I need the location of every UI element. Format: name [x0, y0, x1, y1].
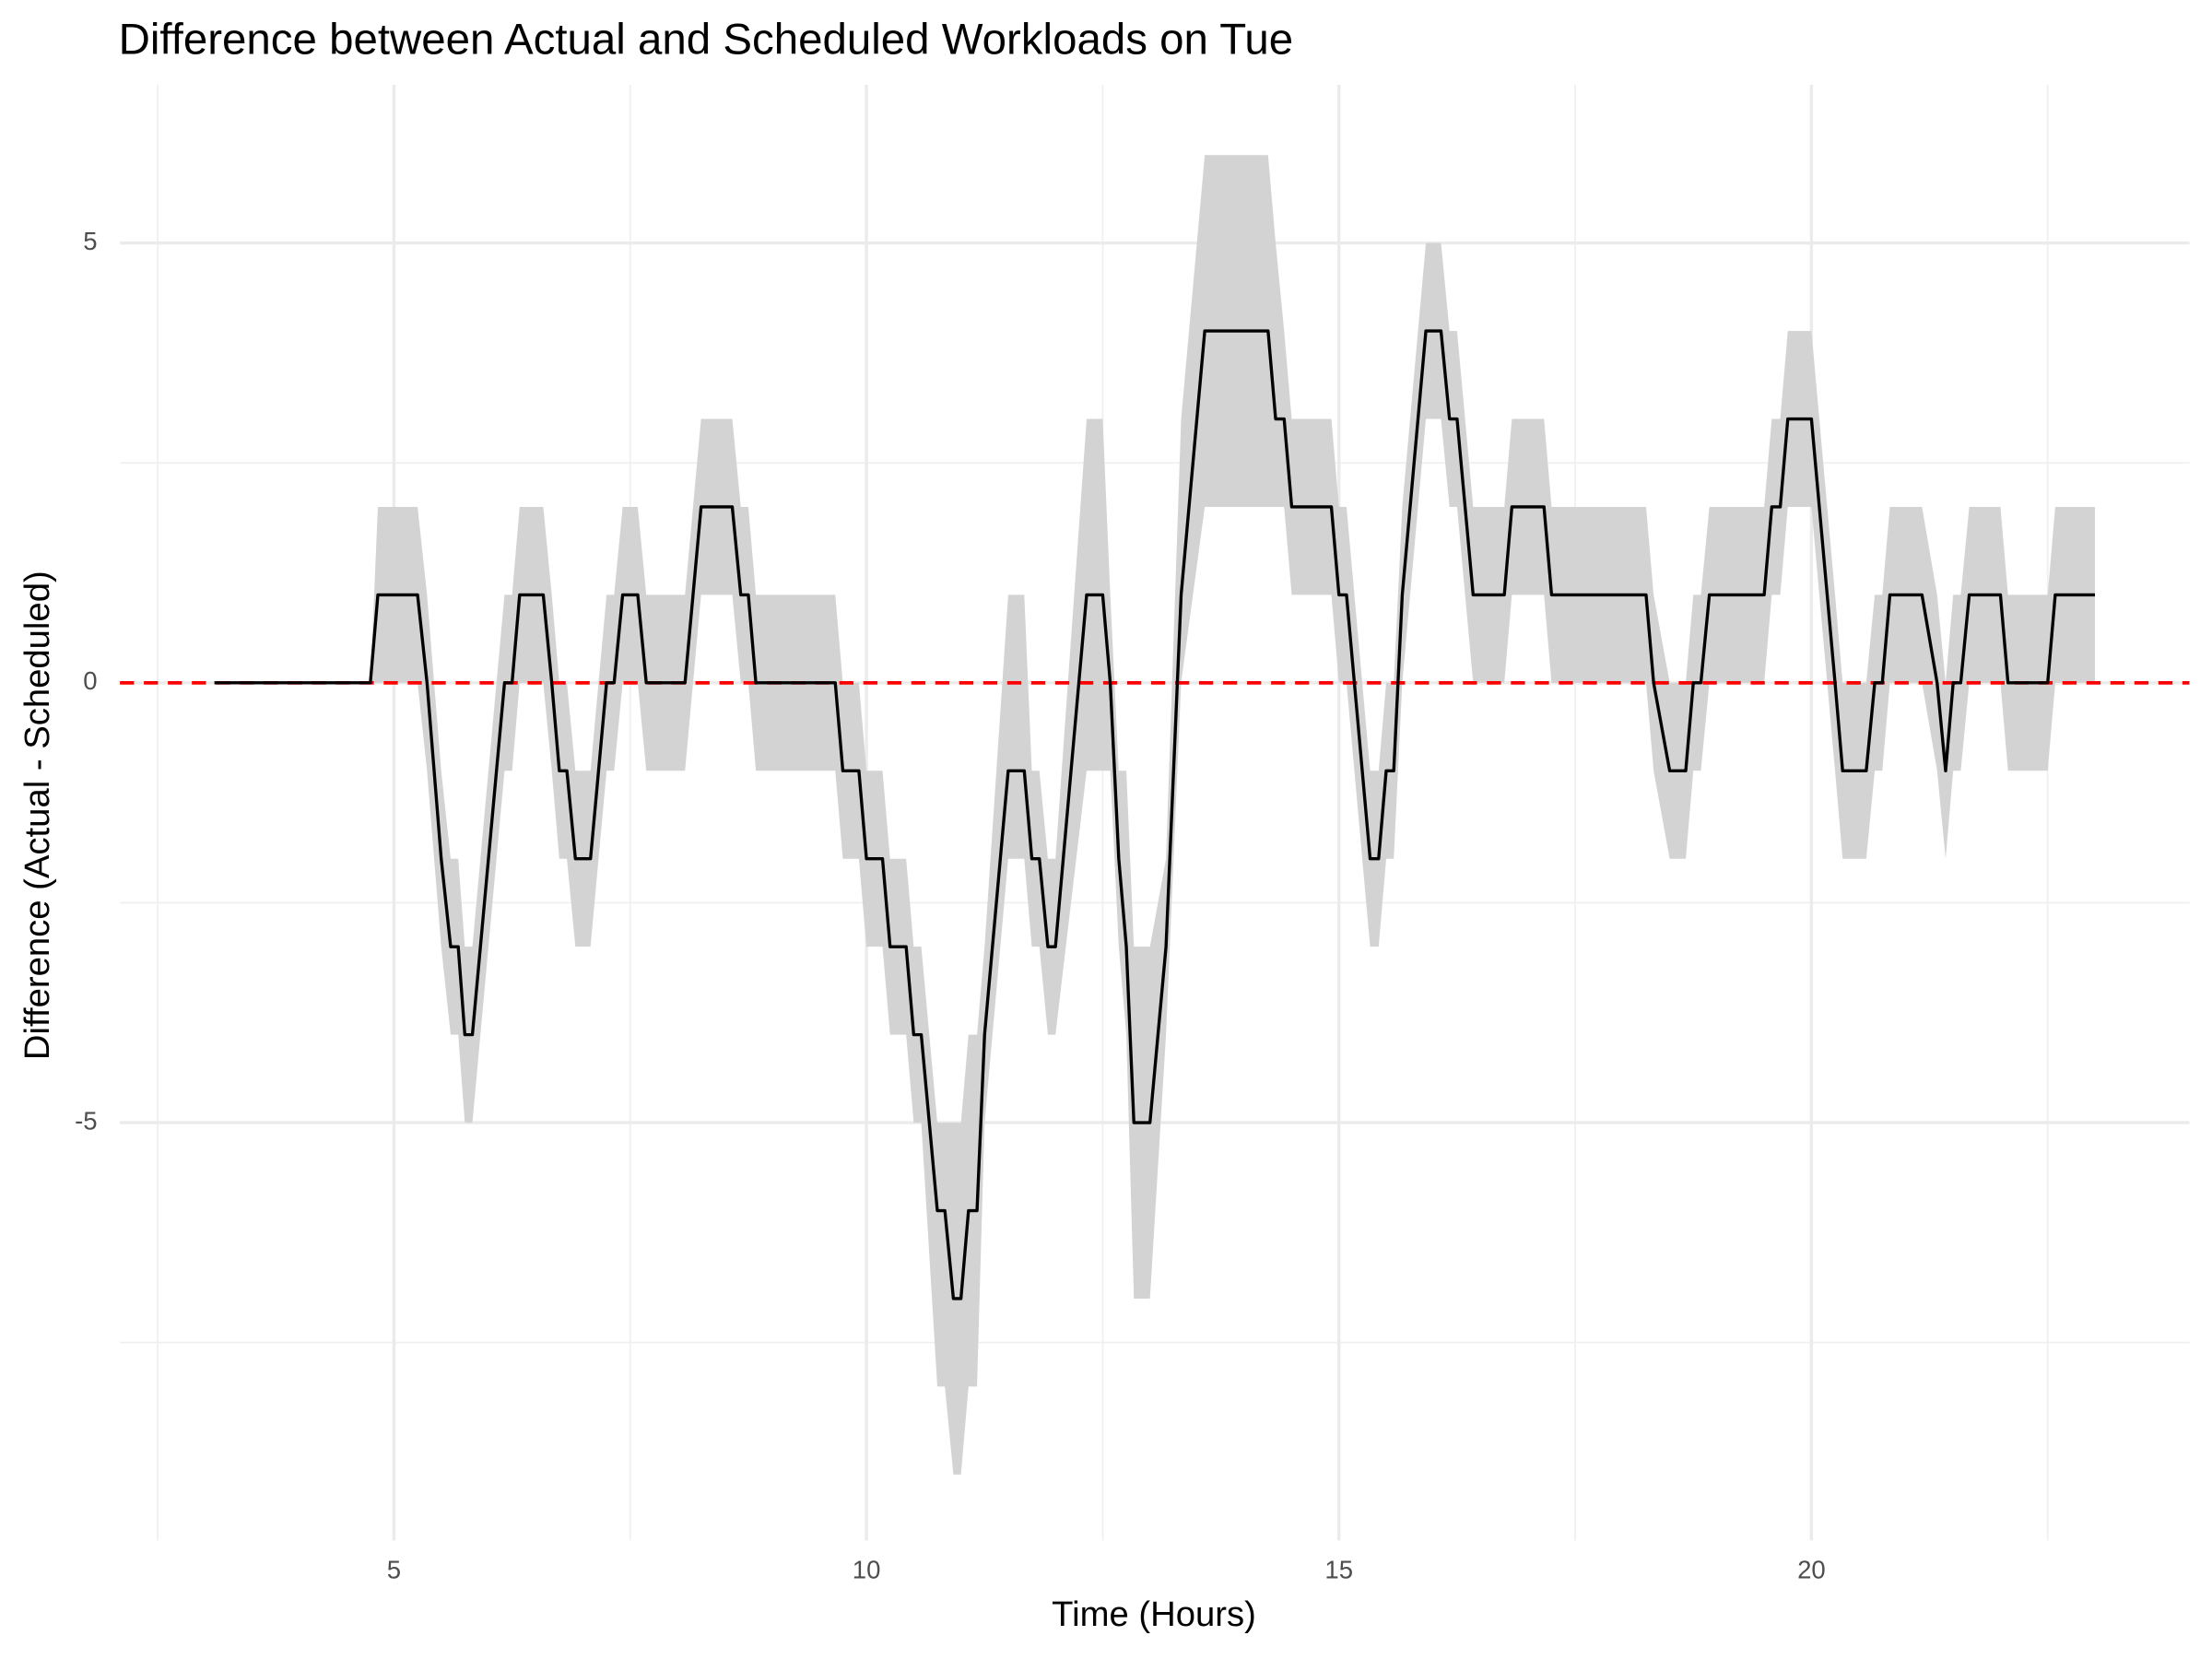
y-tick-label: -5	[75, 1106, 97, 1135]
x-tick-label: 15	[1324, 1555, 1353, 1583]
x-tick-label: 10	[853, 1555, 881, 1583]
confidence-ribbon	[214, 155, 2095, 1475]
chart-title: Difference between Actual and Scheduled …	[119, 15, 1294, 64]
x-tick-label: 20	[1797, 1555, 1826, 1583]
y-tick-label: 0	[83, 666, 97, 695]
y-tick-label: 5	[83, 227, 97, 255]
x-tick-label: 5	[387, 1555, 401, 1583]
x-axis-title: Time (Hours)	[1052, 1594, 1256, 1634]
difference-line	[214, 329, 2095, 1300]
y-axis-title: Difference (Actual - Scheduled)	[18, 571, 57, 1060]
